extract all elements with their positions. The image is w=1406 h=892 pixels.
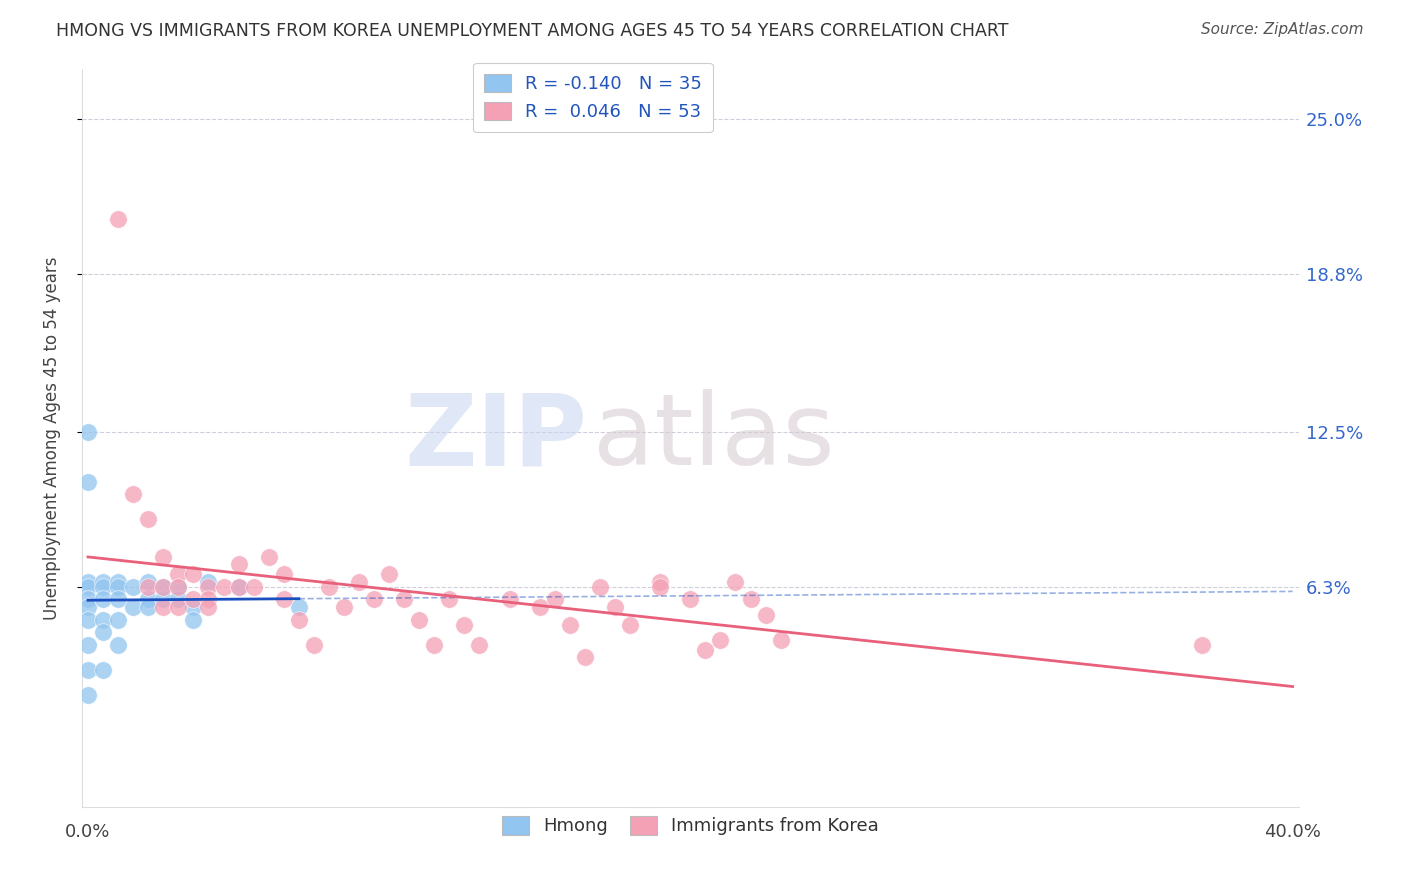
- Point: [77, 638, 100, 652]
- Text: atlas: atlas: [593, 390, 835, 486]
- Point: [107, 580, 129, 594]
- Point: [544, 592, 567, 607]
- Point: [91, 663, 114, 677]
- Text: HMONG VS IMMIGRANTS FROM KOREA UNEMPLOYMENT AMONG AGES 45 TO 54 YEARS CORRELATIO: HMONG VS IMMIGRANTS FROM KOREA UNEMPLOYM…: [56, 22, 1008, 40]
- Point: [769, 632, 792, 647]
- Point: [695, 642, 717, 657]
- Point: [392, 592, 415, 607]
- Point: [77, 475, 100, 489]
- Point: [709, 632, 731, 647]
- Point: [152, 580, 174, 594]
- Point: [468, 638, 491, 652]
- Text: ZIP: ZIP: [404, 390, 586, 486]
- Point: [574, 650, 596, 665]
- Point: [183, 613, 205, 627]
- Point: [242, 580, 264, 594]
- Point: [650, 580, 672, 594]
- Point: [91, 580, 114, 594]
- Point: [167, 592, 190, 607]
- Point: [136, 599, 159, 614]
- Point: [197, 592, 219, 607]
- Point: [167, 599, 190, 614]
- Point: [228, 558, 250, 572]
- Point: [378, 567, 401, 582]
- Point: [91, 613, 114, 627]
- Point: [77, 688, 100, 702]
- Point: [302, 638, 325, 652]
- Point: [122, 487, 145, 501]
- Point: [183, 567, 205, 582]
- Point: [498, 592, 520, 607]
- Point: [107, 574, 129, 589]
- Point: [423, 638, 446, 652]
- Point: [197, 580, 219, 594]
- Point: [603, 599, 626, 614]
- Point: [619, 617, 641, 632]
- Point: [136, 592, 159, 607]
- Point: [77, 574, 100, 589]
- Point: [650, 574, 672, 589]
- Point: [136, 512, 159, 526]
- Point: [77, 663, 100, 677]
- Point: [558, 617, 581, 632]
- Point: [136, 574, 159, 589]
- Point: [107, 613, 129, 627]
- Point: [347, 574, 370, 589]
- Point: [724, 574, 747, 589]
- Point: [755, 607, 778, 622]
- Point: [408, 613, 430, 627]
- Point: [167, 580, 190, 594]
- Point: [288, 599, 311, 614]
- Point: [77, 592, 100, 607]
- Point: [679, 592, 702, 607]
- Point: [107, 638, 129, 652]
- Point: [91, 592, 114, 607]
- Point: [589, 580, 612, 594]
- Point: [318, 580, 340, 594]
- Point: [273, 567, 295, 582]
- Point: [212, 580, 235, 594]
- Point: [167, 567, 190, 582]
- Point: [107, 592, 129, 607]
- Point: [183, 592, 205, 607]
- Point: [1191, 638, 1213, 652]
- Point: [77, 613, 100, 627]
- Point: [529, 599, 551, 614]
- Point: [122, 580, 145, 594]
- Point: [288, 613, 311, 627]
- Point: [439, 592, 461, 607]
- Point: [197, 599, 219, 614]
- Text: Source: ZipAtlas.com: Source: ZipAtlas.com: [1201, 22, 1364, 37]
- Point: [197, 574, 219, 589]
- Point: [152, 592, 174, 607]
- Point: [77, 580, 100, 594]
- Point: [152, 599, 174, 614]
- Legend: Hmong, Immigrants from Korea: Hmong, Immigrants from Korea: [495, 809, 886, 843]
- Point: [257, 549, 280, 564]
- Point: [152, 580, 174, 594]
- Point: [333, 599, 356, 614]
- Point: [228, 580, 250, 594]
- Point: [167, 580, 190, 594]
- Point: [152, 549, 174, 564]
- Point: [122, 599, 145, 614]
- Point: [91, 574, 114, 589]
- Point: [228, 580, 250, 594]
- Point: [183, 599, 205, 614]
- Point: [77, 425, 100, 439]
- Point: [136, 580, 159, 594]
- Point: [107, 211, 129, 226]
- Y-axis label: Unemployment Among Ages 45 to 54 years: Unemployment Among Ages 45 to 54 years: [44, 256, 60, 620]
- Point: [740, 592, 762, 607]
- Point: [453, 617, 475, 632]
- Point: [77, 599, 100, 614]
- Point: [91, 625, 114, 640]
- Point: [363, 592, 385, 607]
- Point: [273, 592, 295, 607]
